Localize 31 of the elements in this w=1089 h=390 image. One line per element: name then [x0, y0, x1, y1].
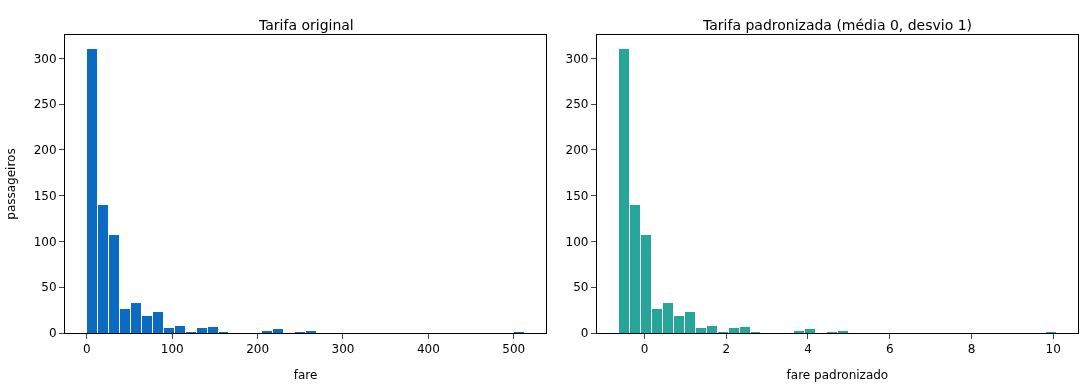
y-tick-label: 150: [565, 188, 589, 203]
y-tick-label: 250: [565, 97, 589, 112]
y-tick-label: 0: [48, 326, 57, 341]
y-tick-label: 250: [33, 97, 57, 112]
x-tick-label: 8: [967, 342, 976, 357]
x-tick-label: 400: [416, 342, 440, 357]
y-tick-label: 100: [565, 234, 589, 249]
y-tick-label: 200: [565, 143, 589, 158]
y-tick-label: 200: [33, 143, 57, 158]
x-tick-label: 100: [160, 342, 184, 357]
x-tick-label: 2: [722, 342, 731, 357]
y-tick-label: 100: [33, 234, 57, 249]
x-tick-label: 300: [331, 342, 355, 357]
x-tick-label: 4: [804, 342, 812, 357]
y-tick-label: 0: [580, 326, 589, 341]
x-tick-label: 200: [246, 342, 270, 357]
chart-title: Tarifa original: [258, 17, 354, 33]
x-tick-label: 6: [885, 342, 894, 357]
x-tick-label: 0: [640, 342, 649, 357]
y-axis-title: passageiros: [3, 148, 18, 220]
x-tick-label: 10: [1045, 342, 1061, 357]
y-tick-label: 300: [33, 51, 57, 66]
y-tick-label: 50: [41, 280, 57, 295]
y-tick-label: 150: [33, 188, 57, 203]
x-axis-title: fare: [293, 368, 318, 383]
x-axis-title: fare padronizado: [786, 368, 889, 383]
y-tick-label: 300: [565, 51, 589, 66]
y-tick-label: 50: [573, 280, 589, 295]
chart-title: Tarifa padronizada (média 0, desvio 1): [702, 17, 973, 33]
x-tick-label: 500: [502, 342, 526, 357]
x-tick-label: 0: [83, 342, 91, 357]
